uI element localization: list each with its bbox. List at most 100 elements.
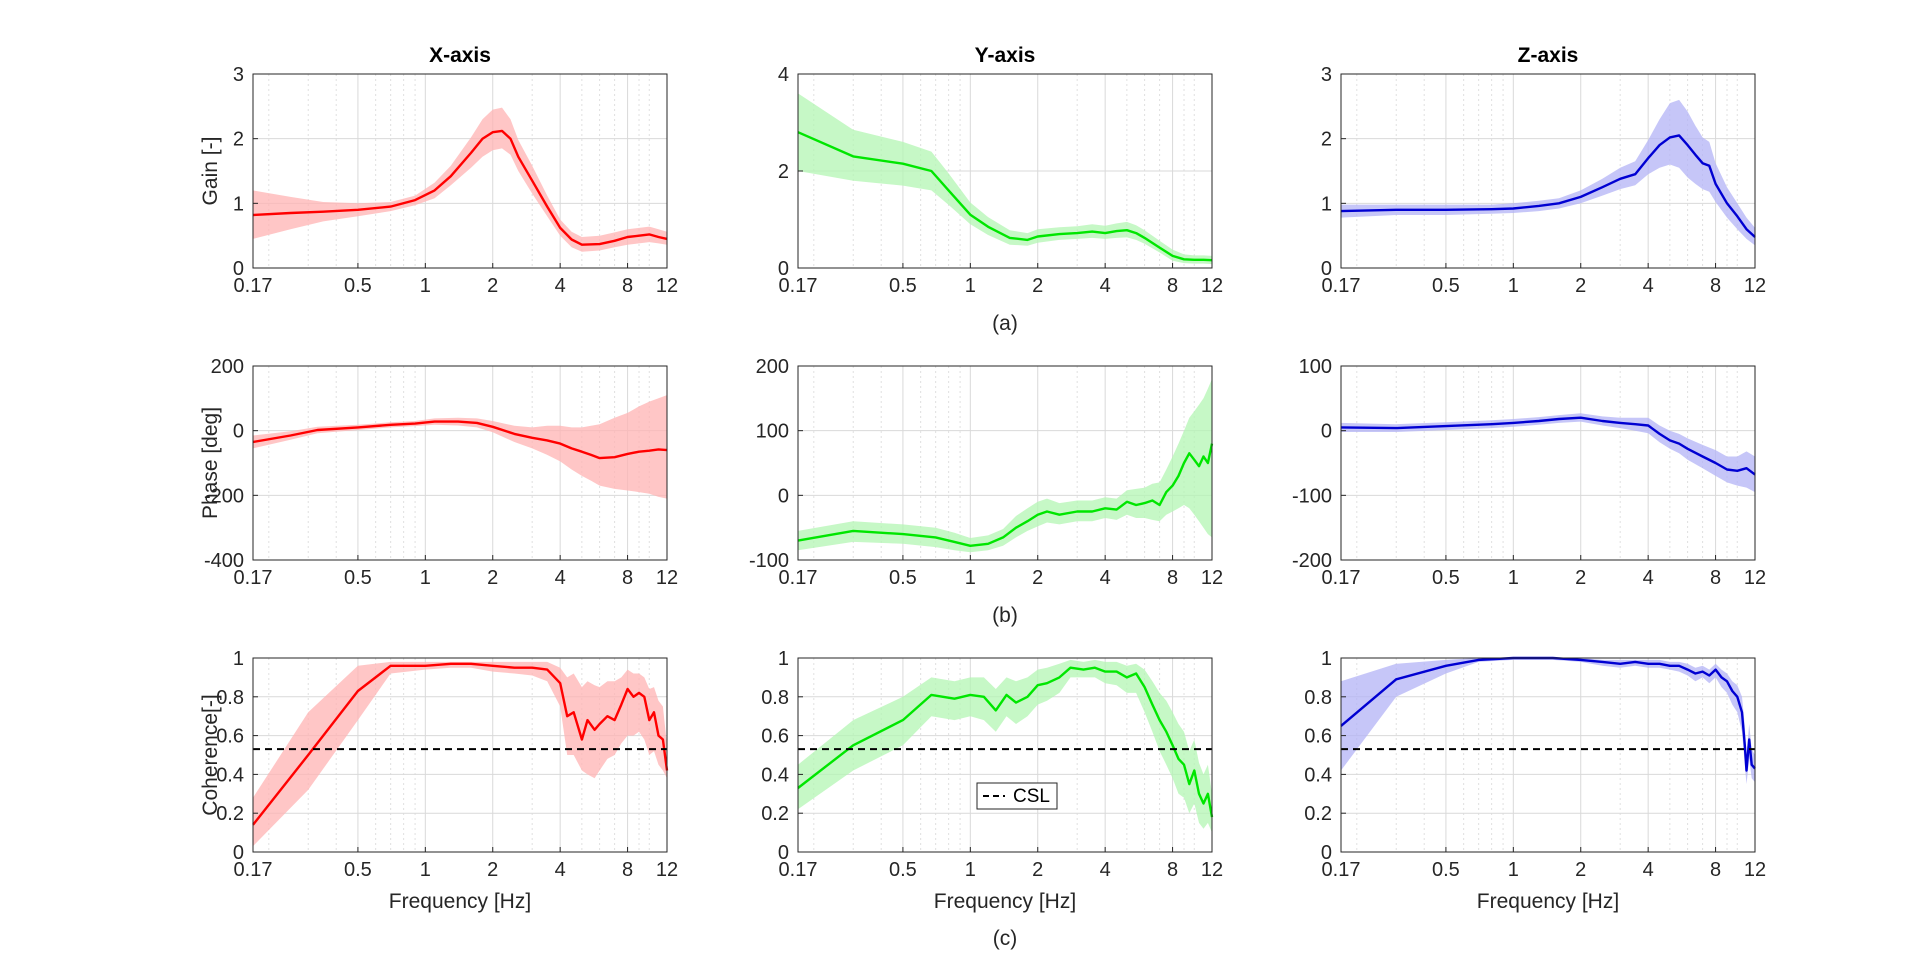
y-tick-label: -200	[204, 485, 244, 507]
x-tick-label: 0.5	[1432, 859, 1460, 881]
x-tick-label: 0.5	[889, 859, 917, 881]
y-tick-label: 1	[778, 648, 789, 670]
x-tick-label: 0.5	[1432, 275, 1460, 297]
y-tick-label: 200	[211, 356, 244, 378]
y-tick-label: 0	[1321, 258, 1332, 280]
x-tick-label: 1	[1508, 859, 1519, 881]
x-tick-label: 1	[420, 275, 431, 297]
x-tick-label: 12	[1744, 567, 1766, 589]
axes-box	[797, 365, 1213, 561]
x-tick-label: 8	[1710, 275, 1721, 297]
x-tick-label: 12	[1201, 567, 1223, 589]
y-tick-label: -200	[1292, 550, 1332, 572]
confidence-band	[798, 93, 1212, 265]
x-tick-label: 12	[1201, 859, 1223, 881]
series-line	[1340, 134, 1756, 238]
x-tick-label: 2	[1575, 275, 1586, 297]
x-tick-label: 2	[1032, 567, 1043, 589]
x-tick-label: 12	[656, 567, 678, 589]
y-tick-label: 0.4	[1304, 764, 1332, 786]
y-tick-label: 2	[233, 129, 244, 151]
x-tick-label: 1	[1508, 567, 1519, 589]
y-tick-label: 4	[778, 64, 789, 86]
x-tick-label: 1	[965, 275, 976, 297]
x-tick-label: 0.17	[779, 275, 818, 297]
caption-c: (c)	[993, 927, 1018, 950]
axes-box	[1340, 73, 1756, 269]
x-tick-label: 2	[487, 275, 498, 297]
y-tick-label: 100	[1299, 356, 1332, 378]
panel-title: Z-axis	[1518, 44, 1579, 67]
x-tick-label: 1	[420, 859, 431, 881]
x-tick-label: 4	[1100, 275, 1111, 297]
x-tick-label: 4	[1100, 859, 1111, 881]
y-tick-label: 0.4	[216, 764, 244, 786]
y-tick-label: 0.2	[761, 803, 789, 825]
x-tick-label: 8	[1167, 859, 1178, 881]
y-axis-label: Coherence[-]	[199, 694, 222, 815]
x-tick-label: 8	[1710, 567, 1721, 589]
y-axis-label: Gain [-]	[199, 137, 222, 206]
series-line	[797, 443, 1214, 547]
y-tick-label: 0	[778, 258, 789, 280]
x-tick-label: 0.17	[1322, 567, 1361, 589]
x-tick-label: 8	[622, 567, 633, 589]
x-tick-label: 12	[1201, 275, 1223, 297]
confidence-band	[253, 107, 667, 252]
confidence-band	[1341, 99, 1755, 246]
x-tick-label: 1	[1508, 275, 1519, 297]
x-tick-label: 0.17	[779, 567, 818, 589]
x-tick-label: 1	[965, 859, 976, 881]
y-tick-label: 100	[756, 421, 789, 443]
confidence-band	[253, 661, 667, 847]
y-tick-label: -100	[749, 550, 789, 572]
y-tick-label: 1	[1321, 648, 1332, 670]
y-tick-label: 1	[233, 648, 244, 670]
series-line	[797, 666, 1214, 818]
x-tick-label: 2	[487, 567, 498, 589]
confidence-band	[798, 378, 1212, 553]
y-tick-label: 0.4	[761, 764, 789, 786]
x-tick-label: 4	[1643, 567, 1654, 589]
y-tick-label: 0.6	[216, 726, 244, 748]
y-tick-label: -100	[1292, 485, 1332, 507]
x-tick-label: 1	[420, 567, 431, 589]
x-tick-label: 0.17	[234, 275, 273, 297]
y-tick-label: 2	[1321, 129, 1332, 151]
y-tick-label: 0	[233, 842, 244, 864]
x-tick-label: 0.17	[234, 567, 273, 589]
x-tick-label: 12	[656, 859, 678, 881]
y-tick-label: 0	[1321, 421, 1332, 443]
caption-a: (a)	[992, 312, 1018, 335]
confidence-band	[1341, 413, 1755, 493]
y-tick-label: 0.2	[1304, 803, 1332, 825]
x-tick-label: 2	[487, 859, 498, 881]
x-tick-label: 0.5	[1432, 567, 1460, 589]
x-tick-label: 2	[1575, 567, 1586, 589]
x-tick-label: 4	[1643, 275, 1654, 297]
y-tick-label: 200	[756, 356, 789, 378]
axes-box	[797, 657, 1213, 853]
x-tick-label: 2	[1032, 859, 1043, 881]
axes-box	[1340, 365, 1756, 561]
series-line	[252, 129, 668, 246]
panel-title: X-axis	[429, 44, 491, 67]
axes-box	[252, 73, 668, 269]
y-tick-label: -400	[204, 550, 244, 572]
x-tick-label: 1	[965, 567, 976, 589]
y-tick-label: 0.8	[216, 687, 244, 709]
y-tick-label: 0.8	[761, 687, 789, 709]
axes-box	[252, 365, 668, 561]
x-tick-label: 0.5	[344, 275, 372, 297]
x-tick-label: 0.17	[1322, 859, 1361, 881]
x-tick-label: 4	[555, 859, 566, 881]
y-tick-label: 2	[778, 161, 789, 183]
